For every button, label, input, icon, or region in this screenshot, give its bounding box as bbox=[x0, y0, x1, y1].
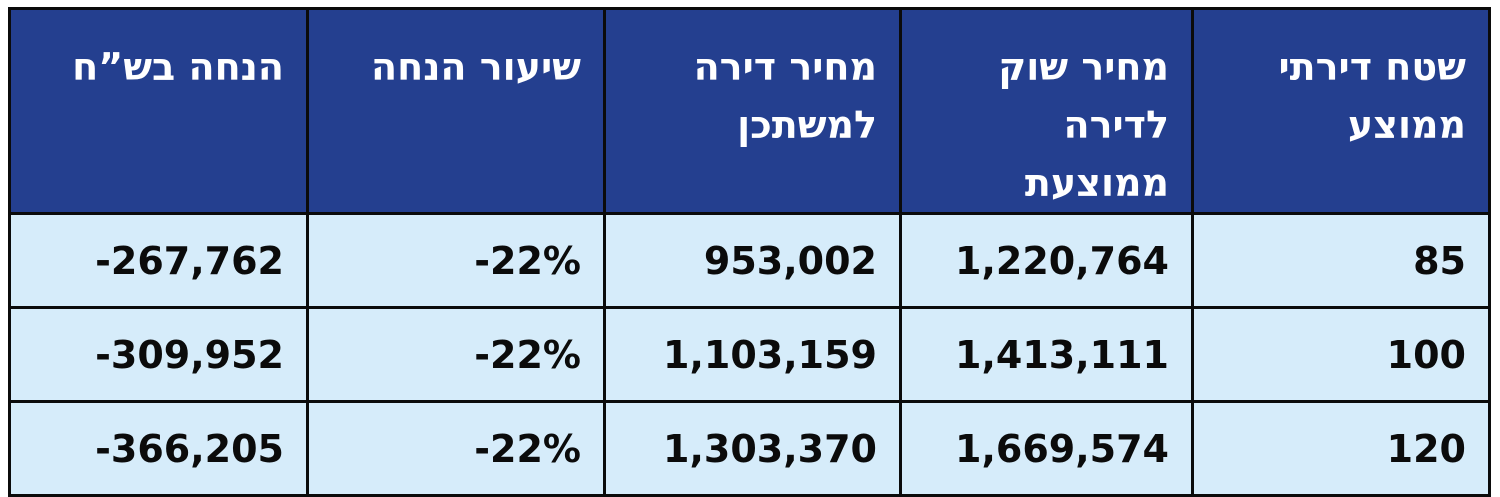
header-buyer-price-line2: למשתכן bbox=[737, 103, 877, 147]
header-buyer-price: מחיר דירה למשתכן bbox=[603, 7, 902, 215]
table-row: 120 1,669,574 1,303,370 -22% -366,205 bbox=[8, 400, 1491, 497]
table-row: 100 1,413,111 1,103,159 -22% -309,952 bbox=[8, 306, 1491, 403]
cell-discount-amount: -309,952 bbox=[8, 306, 309, 403]
header-market-price: מחיר שוק לדירה ממוצעת bbox=[899, 7, 1194, 215]
header-market-price-line1: מחיר שוק bbox=[998, 45, 1169, 89]
cell-buyer-price: 953,002 bbox=[603, 212, 902, 309]
header-avg-area-line2: ממוצע bbox=[1347, 103, 1466, 147]
cell-discount-amount: -267,762 bbox=[8, 212, 309, 309]
cell-discount-rate: -22% bbox=[306, 306, 606, 403]
header-discount-rate-line1: שיעור הנחה bbox=[370, 45, 581, 89]
header-avg-area-line1: שטח דירתי bbox=[1278, 45, 1466, 89]
cell-discount-rate: -22% bbox=[306, 212, 606, 309]
header-avg-apartment-area: שטח דירתי ממוצע bbox=[1191, 7, 1491, 215]
header-discount-amount-line1: הנחה בש”ח bbox=[72, 45, 284, 89]
cell-discount-amount: -366,205 bbox=[8, 400, 309, 497]
header-discount-amount: הנחה בש”ח bbox=[8, 7, 309, 215]
header-market-price-line2: לדירה ממוצעת bbox=[1024, 103, 1169, 205]
cell-area: 85 bbox=[1191, 212, 1491, 309]
table-row: 85 1,220,764 953,002 -22% -267,762 bbox=[8, 212, 1491, 309]
table-header-row: שטח דירתי ממוצע מחיר שוק לדירה ממוצעת מח… bbox=[8, 7, 1491, 215]
header-buyer-price-line1: מחיר דירה bbox=[693, 45, 877, 89]
cell-market-price: 1,413,111 bbox=[899, 306, 1194, 403]
cell-buyer-price: 1,303,370 bbox=[603, 400, 902, 497]
discount-table-container: שטח דירתי ממוצע מחיר שוק לדירה ממוצעת מח… bbox=[8, 7, 1491, 497]
cell-market-price: 1,669,574 bbox=[899, 400, 1194, 497]
cell-area: 100 bbox=[1191, 306, 1491, 403]
cell-buyer-price: 1,103,159 bbox=[603, 306, 902, 403]
cell-market-price: 1,220,764 bbox=[899, 212, 1194, 309]
cell-discount-rate: -22% bbox=[306, 400, 606, 497]
cell-area: 120 bbox=[1191, 400, 1491, 497]
discount-table: שטח דירתי ממוצע מחיר שוק לדירה ממוצעת מח… bbox=[8, 7, 1491, 497]
header-discount-rate: שיעור הנחה bbox=[306, 7, 606, 215]
